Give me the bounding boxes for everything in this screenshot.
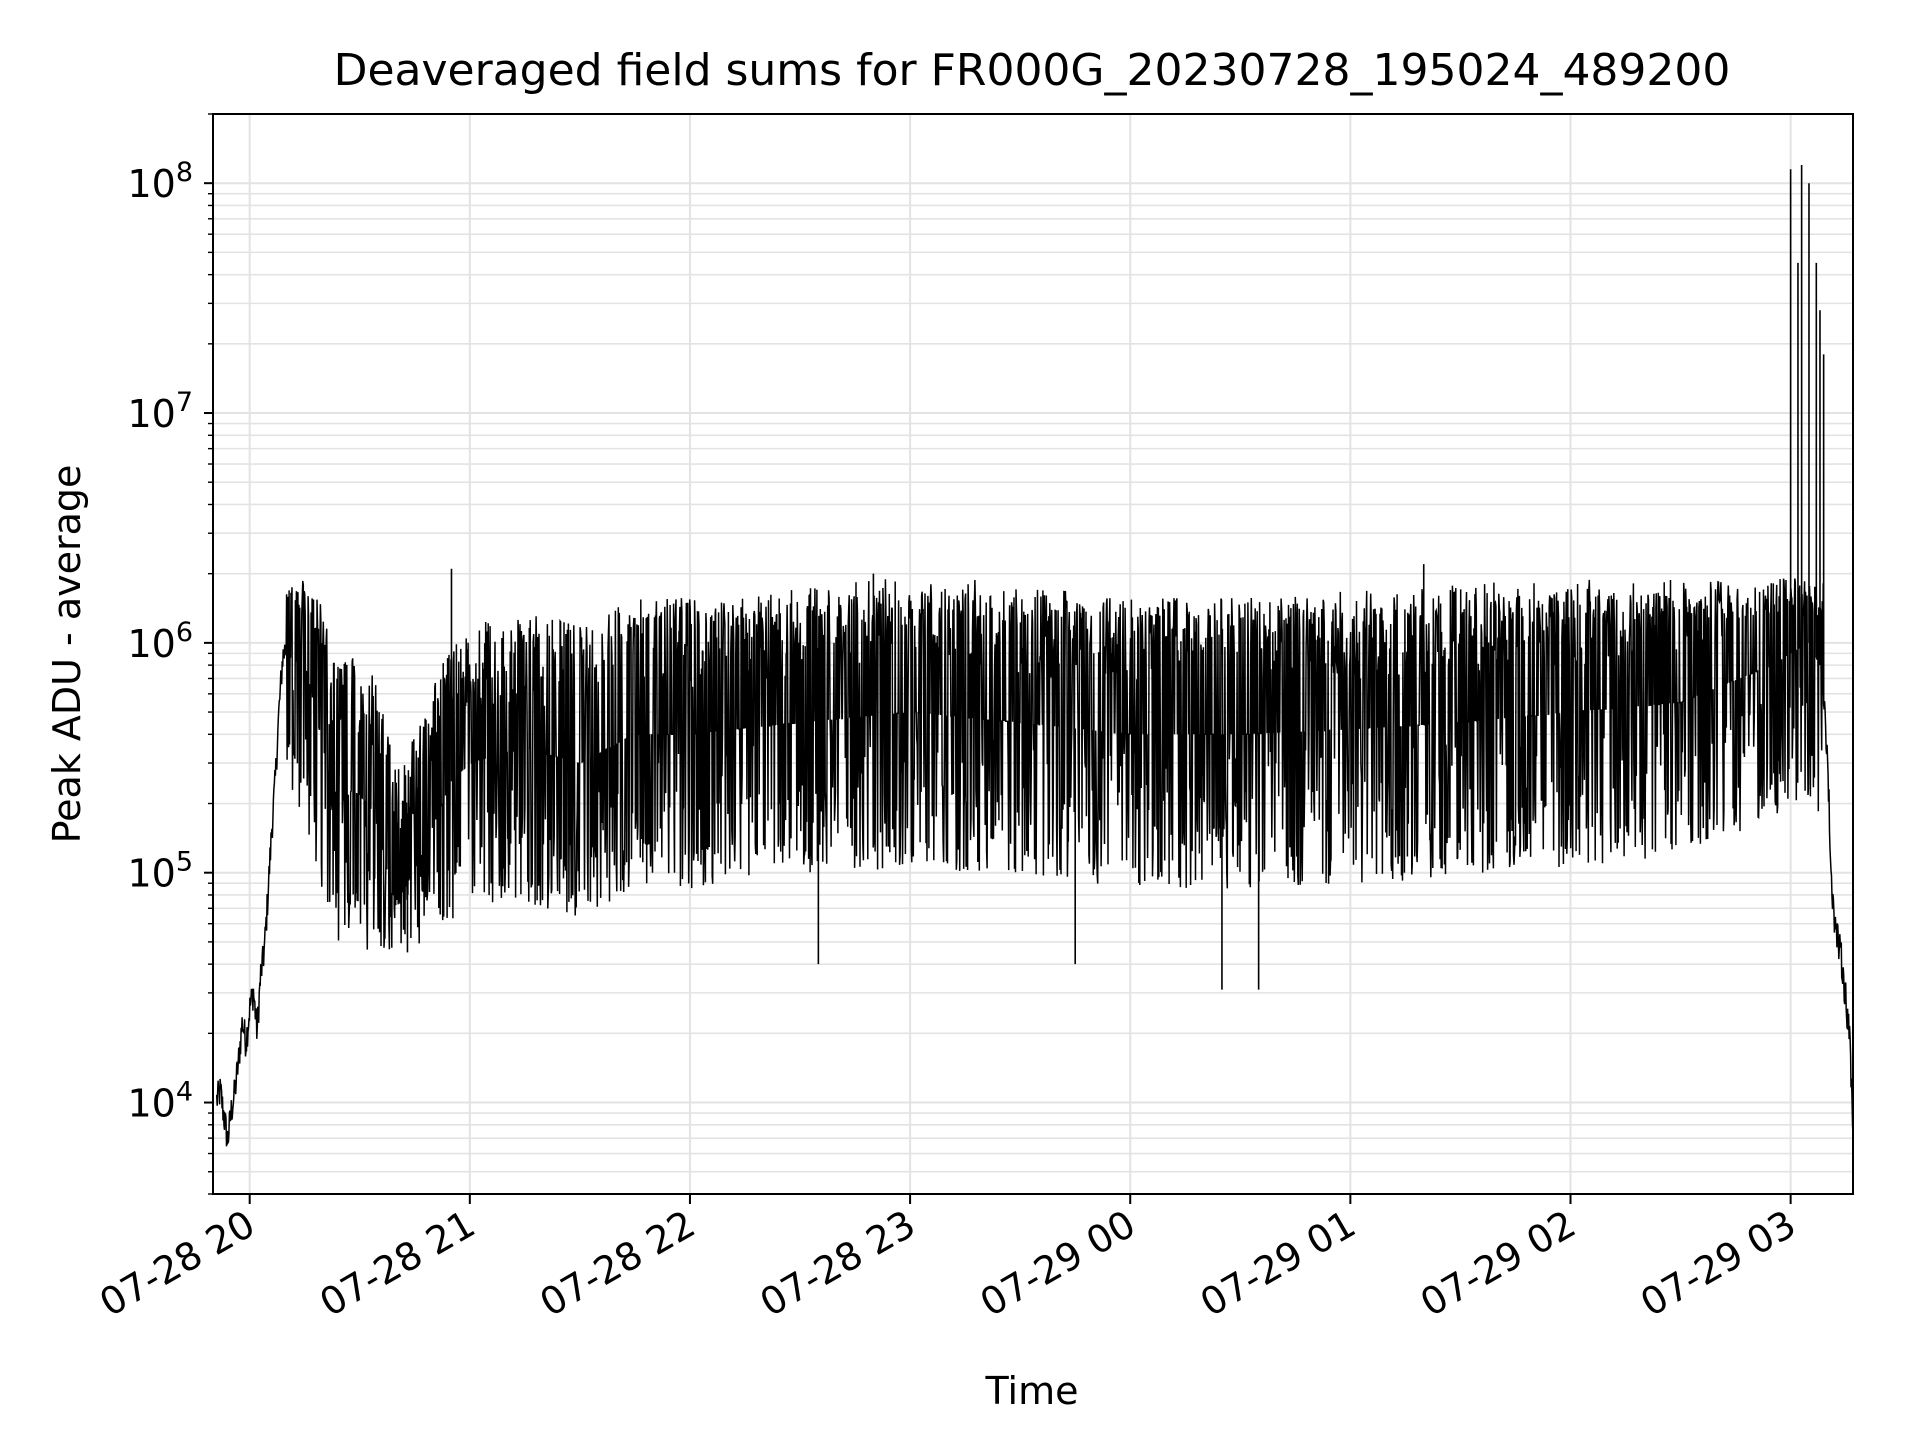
chart-title: Deaveraged field sums for FR000G_2023072… <box>334 45 1731 96</box>
y-tick-label: 108 <box>127 157 193 206</box>
y-tick-label: 105 <box>127 847 193 896</box>
y-axis-ticks: 104 105 106 107 108 <box>127 113 213 1195</box>
y-tick-label: 107 <box>127 387 193 436</box>
y-axis-label: Peak ADU - average <box>45 465 89 844</box>
y-tick-label: 104 <box>127 1077 193 1126</box>
x-axis-label: Time <box>985 1369 1079 1413</box>
data-series <box>215 164 1854 1147</box>
y-tick-label: 106 <box>127 617 193 666</box>
series-line <box>215 578 1854 1147</box>
